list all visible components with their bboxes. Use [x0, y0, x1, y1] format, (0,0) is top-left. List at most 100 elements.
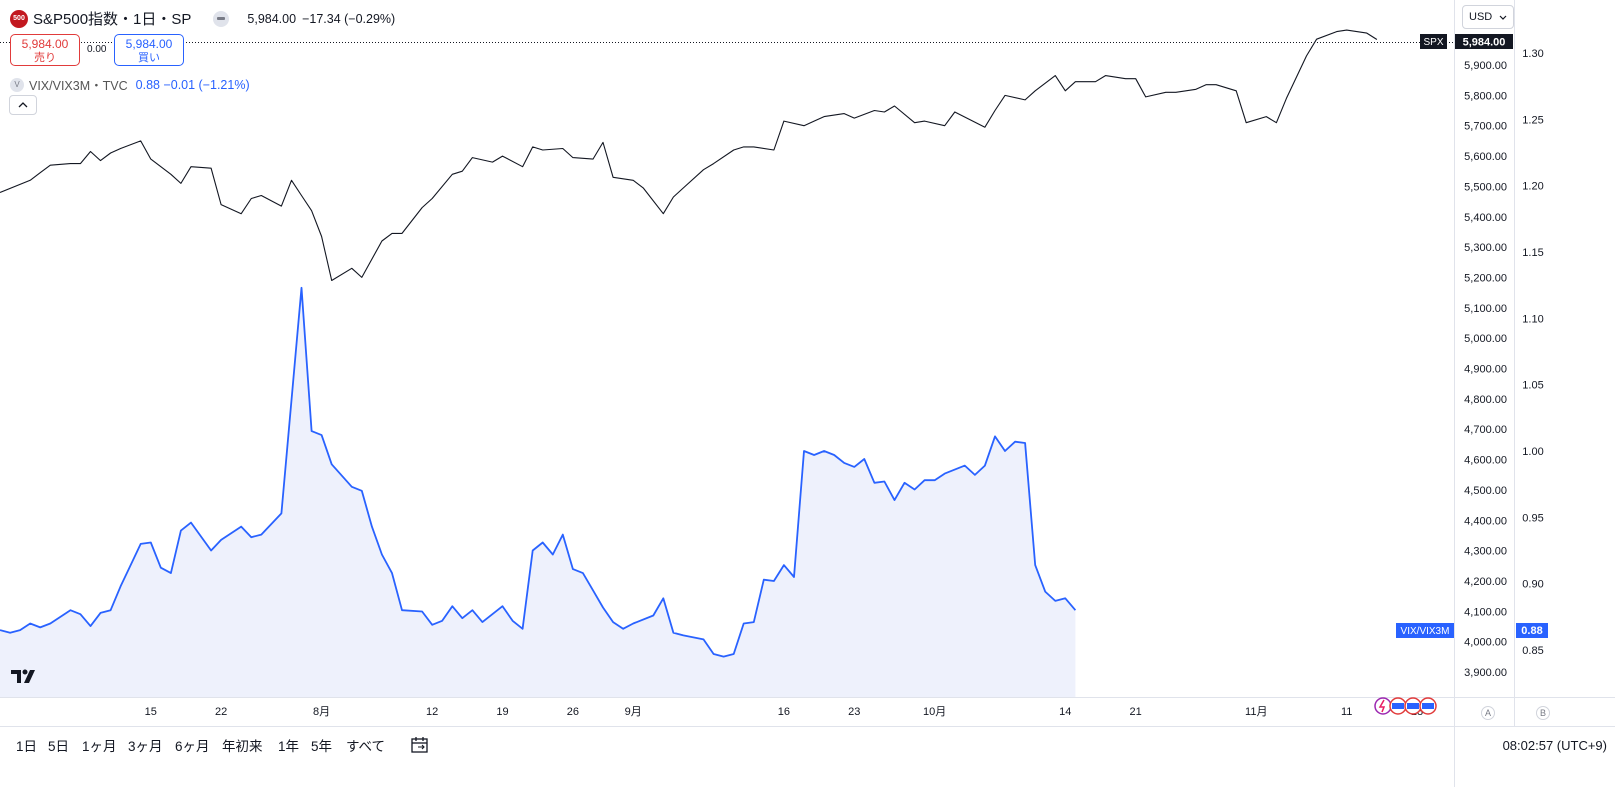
left-axis-tick-label: 5,200.00 [1464, 272, 1507, 284]
symbol-title[interactable]: S&P500指数・1日・SP [33, 11, 192, 28]
spx-price-text: 5,984.00 [1463, 37, 1506, 49]
spx-label-text: SPX [1423, 37, 1443, 48]
spread-value: 0.00 [87, 44, 107, 55]
sell-button[interactable]: 5,984.00 売り [10, 34, 80, 66]
last-price: 5,984.00 [247, 11, 297, 26]
currency-value: USD [1469, 11, 1493, 23]
x-axis-tick-label: 19 [496, 706, 508, 718]
buy-price: 5,984.00 [125, 37, 173, 51]
range-1m-button[interactable]: 1ヶ月 [82, 739, 117, 754]
right-axis-tick-label: 0.95 [1522, 512, 1543, 524]
range-ytd-button[interactable]: 年初来 [222, 739, 263, 754]
left-axis-tick-label: 5,900.00 [1464, 60, 1507, 72]
left-axis-tick-label: 3,900.00 [1464, 667, 1507, 679]
axis-button-a[interactable]: A [1481, 706, 1495, 720]
right-axis-tick-label: 0.85 [1522, 645, 1543, 657]
right-axis-tick-label: 1.20 [1522, 181, 1543, 193]
calendar-goto-date-icon[interactable] [410, 735, 430, 755]
chevron-up-icon [18, 102, 28, 108]
right-axis-tick-label: 0.90 [1522, 579, 1543, 591]
vix-series-legend[interactable]: V VIX/VIX3M・TVC 0.88 −0.01 (−1.21%) [10, 75, 250, 94]
vix-area-fill [0, 287, 1076, 697]
left-axis-tick-label: 4,300.00 [1464, 546, 1507, 558]
left-axis-tick-label: 5,400.00 [1464, 212, 1507, 224]
left-axis-tick-label: 4,600.00 [1464, 455, 1507, 467]
x-axis-tick-label: 26 [567, 706, 579, 718]
buy-label: 買い [138, 52, 160, 64]
x-axis-tick-label: 21 [1130, 706, 1142, 718]
range-5y-button[interactable]: 5年 [311, 739, 333, 754]
left-axis-tick-label: 5,800.00 [1464, 90, 1507, 102]
event-flags[interactable] [1374, 697, 1437, 715]
spx-label-tag [1420, 34, 1447, 49]
left-axis-tick-label: 4,800.00 [1464, 394, 1507, 406]
bottom-toolbar: 1日 5日 1ヶ月 3ヶ月 6ヶ月 年初来 1年 5年 すべて 08:02:57… [0, 726, 1615, 788]
range-all-button[interactable]: すべて [346, 739, 386, 754]
x-axis-tick-label: 15 [145, 706, 157, 718]
price-change: −17.34 (−0.29%) [302, 11, 396, 26]
range-3m-button[interactable]: 3ヶ月 [128, 739, 163, 754]
range-1d-button[interactable]: 1日 [16, 739, 38, 754]
right-axis-tick-label: 1.00 [1522, 446, 1543, 458]
left-axis-tick-label: 5,300.00 [1464, 242, 1507, 254]
left-axis-tick-label: 4,100.00 [1464, 606, 1507, 618]
left-axis-tick-label: 4,700.00 [1464, 424, 1507, 436]
us-flag-icon [1422, 703, 1434, 709]
us-flag-icon [1407, 703, 1419, 709]
left-axis-tick-label: 4,400.00 [1464, 515, 1507, 527]
spx-line [0, 29, 1378, 282]
range-6m-button[interactable]: 6ヶ月 [175, 739, 210, 754]
left-axis-tick-label: 4,000.00 [1464, 637, 1507, 649]
clock-timezone[interactable]: 08:02:57 (UTC+9) [1502, 738, 1607, 753]
left-axis-tick-label: 4,200.00 [1464, 576, 1507, 588]
x-axis-tick-label: 16 [778, 706, 790, 718]
left-axis-tick-label: 5,700.00 [1464, 121, 1507, 133]
x-axis-tick-label: 11 [1341, 706, 1352, 718]
right-axis-tick-label: 1.25 [1522, 114, 1543, 126]
price-tags: SPX 5,984.00 VIX/VIX3M 0.88 [0, 34, 1548, 638]
buy-button[interactable]: 5,984.00 買い [114, 34, 184, 66]
us-flag-icon [1392, 703, 1404, 709]
vix-ratio-line [0, 286, 1077, 658]
sell-price: 5,984.00 [21, 37, 69, 51]
x-axis-tick-label: 22 [215, 706, 227, 718]
time-axis[interactable]: 月15228月1219269月162310月142111月1118 [0, 706, 1424, 718]
right-axis-tick-label: 1.30 [1522, 48, 1543, 60]
x-axis-tick-label: 8月 [313, 706, 330, 718]
right-ratio-axis[interactable]: 0.85 0.90 0.95 1.00 1.05 1.10 1.15 1.20 1.25 1.30 [1522, 48, 1543, 657]
sell-label: 売り [34, 52, 56, 64]
collapse-legend-button[interactable] [9, 95, 37, 115]
x-axis-tick-label: 9月 [625, 706, 642, 718]
vix-values: 0.88 −0.01 (−1.21%) [135, 77, 250, 92]
left-axis-tick-label: 4,500.00 [1464, 485, 1507, 497]
vix-logo-icon: V [10, 77, 24, 92]
spx-price-tag [1455, 34, 1513, 49]
right-axis-tick-label: 1.05 [1522, 380, 1543, 392]
right-axis-tick-label: 1.10 [1522, 313, 1543, 325]
vix-label-tag [1396, 623, 1454, 638]
main-series-legend[interactable]: 500 S&P500指数・1日・SP 5,984.00 −17.34 (−0.2… [10, 8, 395, 29]
vix-area [0, 287, 1076, 697]
vix-label-text: VIX/VIX3M [1401, 626, 1450, 637]
left-price-axis[interactable]: 3,900.00 4,000.00 4,100.00 4,200.00 4,300.00… [1464, 60, 1507, 679]
currency-select[interactable]: USD [1462, 5, 1514, 29]
right-axis-tick-label: 1.15 [1522, 247, 1543, 259]
vix-price-text: 0.88 [1521, 625, 1542, 637]
range-1y-button[interactable]: 1年 [278, 739, 300, 754]
left-axis-tick-label: 5,600.00 [1464, 151, 1507, 163]
symbol-logo-icon: 500 [10, 9, 28, 28]
x-axis-tick-label: 11月 [1245, 706, 1267, 718]
series-lines [0, 29, 1378, 658]
x-axis-tick-label: 10月 [923, 706, 946, 718]
hide-legend-icon[interactable] [213, 10, 230, 27]
x-axis-tick-label: 23 [848, 706, 860, 718]
lightning-icon [1378, 699, 1386, 713]
tradingview-logo-icon[interactable] [11, 668, 41, 689]
vix-symbol-name[interactable]: VIX/VIX3M・TVC [29, 79, 128, 93]
vix-price-tag [1516, 623, 1548, 638]
axis-button-b[interactable]: B [1536, 706, 1550, 720]
tv-logo-mark [11, 669, 35, 683]
range-5d-button[interactable]: 5日 [48, 739, 70, 754]
